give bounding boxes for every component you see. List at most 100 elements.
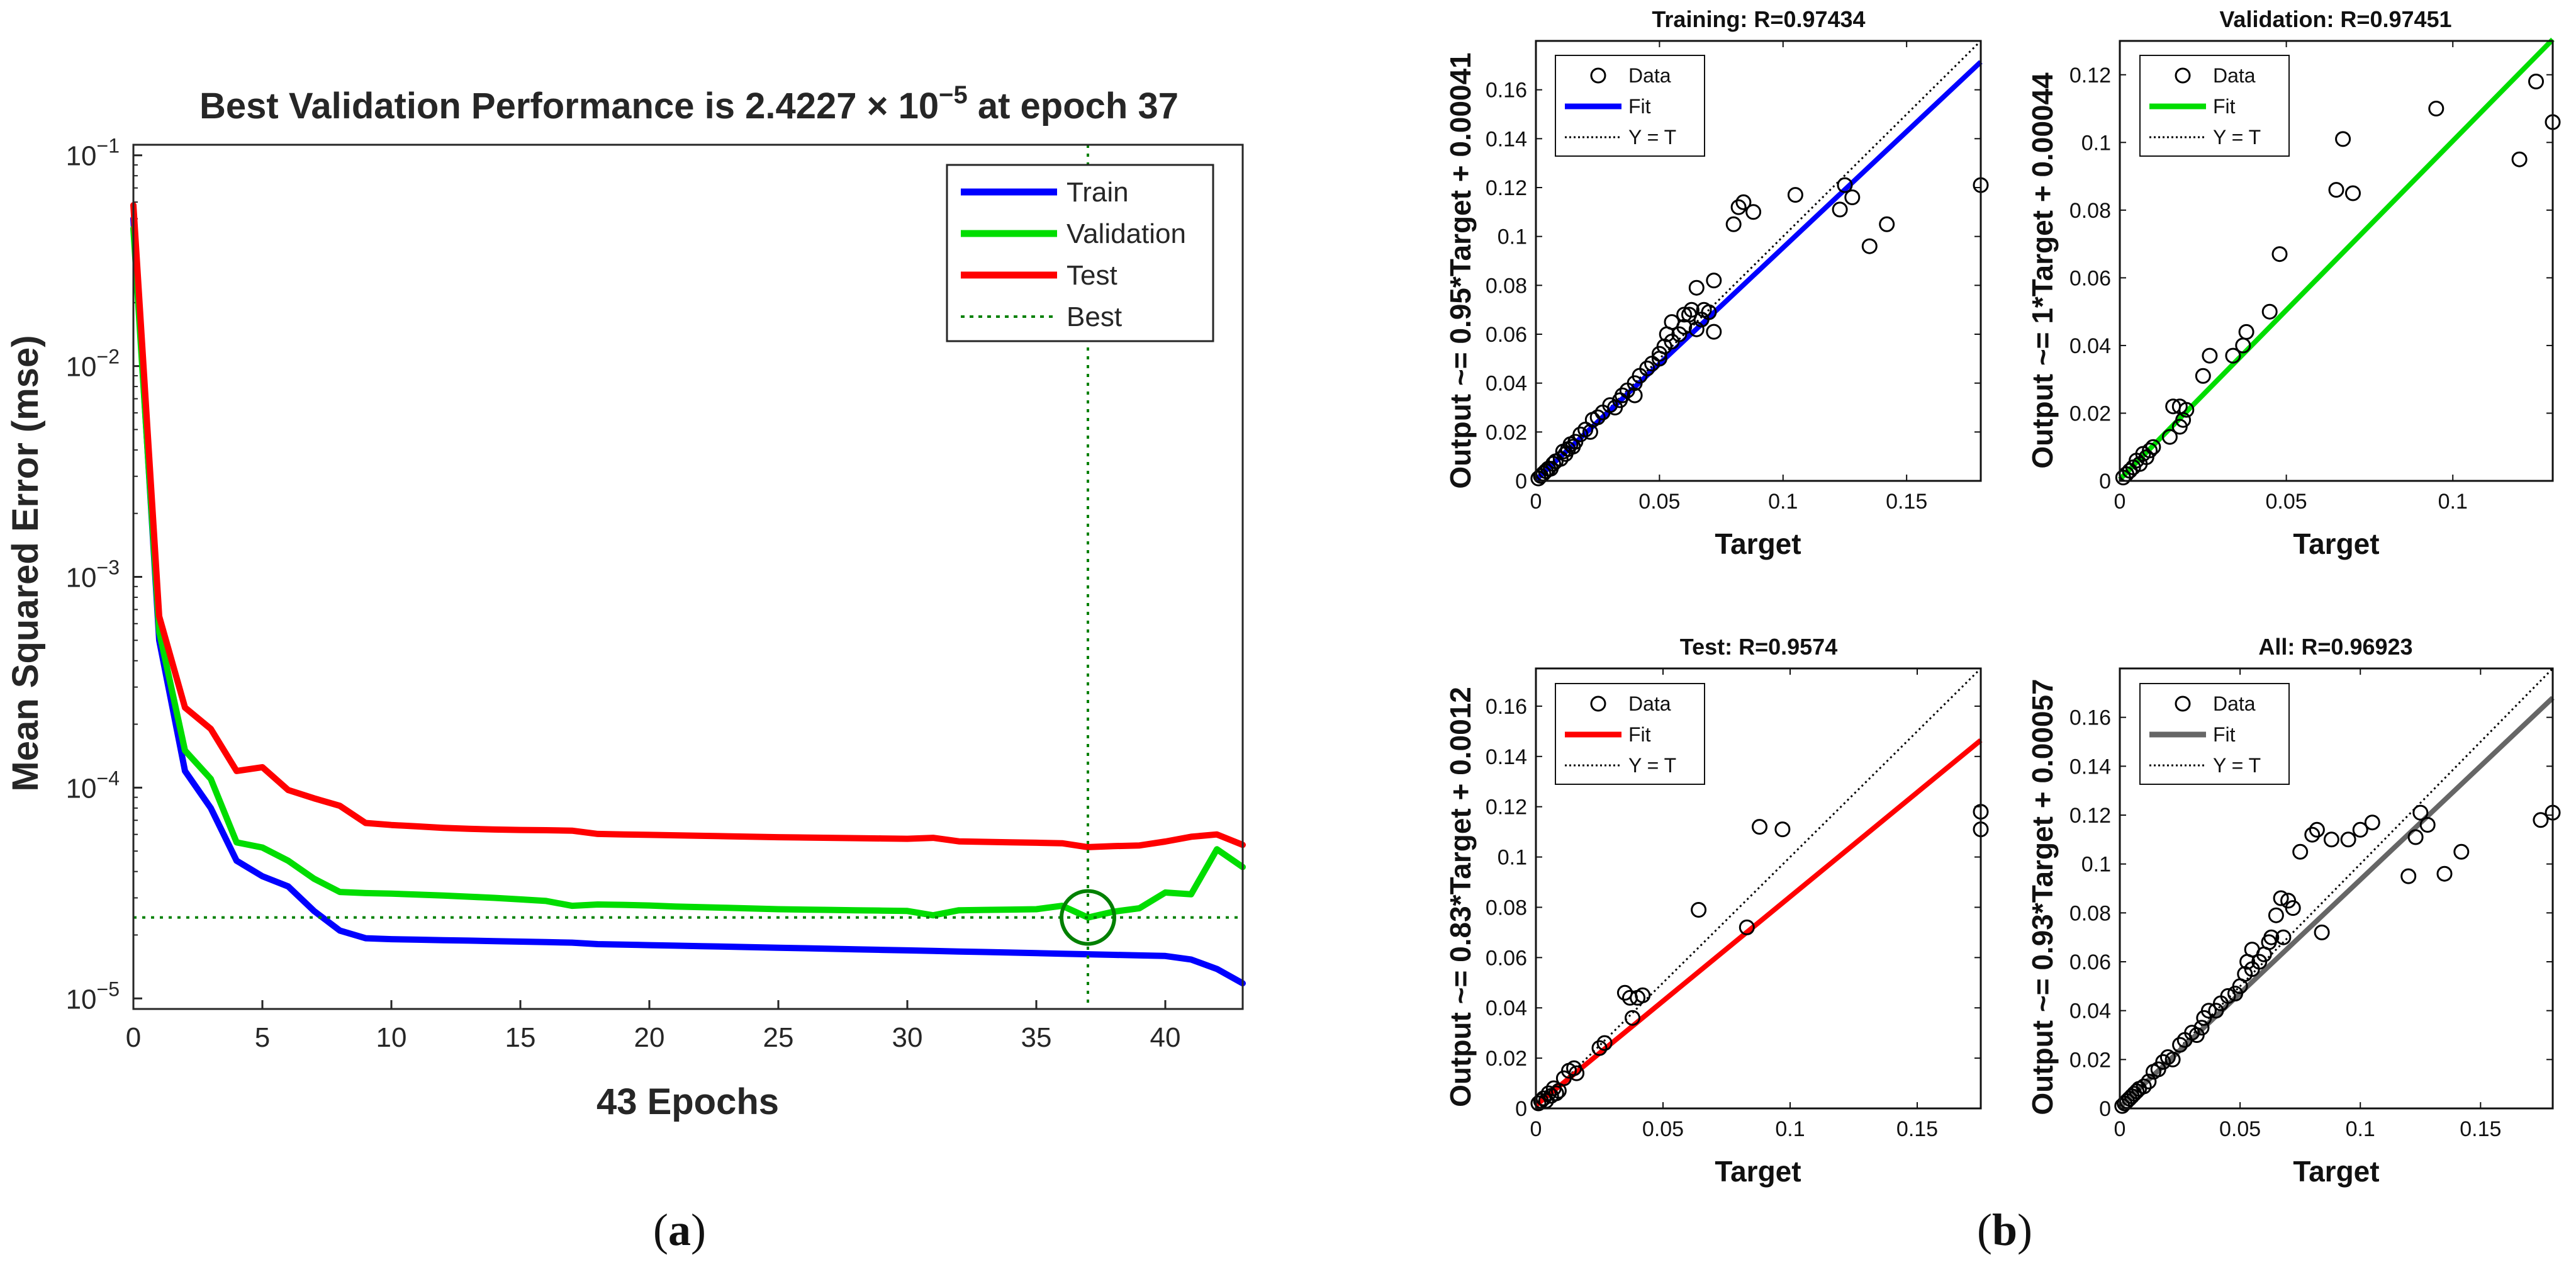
- validation-title: Validation: R=0.97451: [2219, 6, 2451, 32]
- y-tick-label: 10−5: [66, 977, 120, 1015]
- best-point-marker: [1060, 889, 1116, 946]
- test-axes-frame: [1535, 667, 1982, 1110]
- data-point: [1706, 324, 1722, 340]
- x-tick-label: 0.1: [2346, 1117, 2375, 1141]
- y-tick-label: 0.14: [1486, 745, 1527, 769]
- y-tick-label: 10−1: [66, 135, 120, 172]
- x-tick-label: 0.1: [1775, 1117, 1805, 1141]
- legend-test-label: Test: [1067, 260, 1117, 291]
- data-point: [1706, 273, 1722, 289]
- data-point: [2309, 821, 2325, 838]
- data-point: [1832, 201, 1848, 218]
- x-tick-label: 0.05: [1642, 1117, 1684, 1141]
- x-tick-label: 0.15: [1896, 1117, 1938, 1141]
- y-tick-label: 10−3: [66, 556, 120, 594]
- data-point: [1591, 1040, 1608, 1056]
- data-point: [2453, 843, 2470, 860]
- all-legend: Data Fit Y = T: [2139, 683, 2290, 785]
- legend-data-label: Data: [2213, 64, 2256, 87]
- data-point: [2155, 1054, 2171, 1070]
- training-legend: Data Fit Y = T: [1555, 55, 1705, 157]
- x-tick-label: 15: [505, 1022, 536, 1053]
- y-tick-label: 0: [1515, 470, 1527, 493]
- legend-data-label: Data: [1628, 692, 1671, 715]
- y-tick-label: 0.08: [1486, 274, 1527, 298]
- data-point: [2136, 1078, 2152, 1095]
- y-tick-label: 0.02: [2069, 402, 2111, 425]
- legend-fit-label: Fit: [1628, 723, 1651, 746]
- data-point: [1596, 1035, 1613, 1051]
- data-point: [2364, 814, 2380, 831]
- panel-label-b: (b): [1977, 1205, 2032, 1255]
- test-legend: Data Fit Y = T: [1555, 683, 1705, 785]
- legend-train-label: Train: [1067, 177, 1129, 208]
- y-tick-label: 0.08: [2069, 199, 2111, 223]
- x-tick-label: 0: [1530, 1117, 1542, 1141]
- data-point: [2271, 246, 2288, 262]
- data-point: [1725, 216, 1742, 232]
- performance-ylabel: Mean Squared Error (mse): [5, 335, 46, 791]
- data-point: [1752, 819, 1767, 835]
- x-tick-label: 0.1: [2438, 490, 2468, 514]
- data-point: [1730, 199, 1747, 215]
- series-line-test: [130, 202, 1246, 850]
- data-point: [2202, 347, 2218, 364]
- y-tick-label: 0.04: [1486, 996, 1527, 1020]
- y-tick-label: 0.14: [1486, 127, 1527, 151]
- x-tick-label: 0.15: [2460, 1117, 2501, 1141]
- data-point: [1625, 1010, 1640, 1026]
- y-tick-label: 0.02: [1486, 420, 1527, 444]
- data-point: [2428, 101, 2444, 116]
- data-point: [1701, 304, 1717, 320]
- data-point: [2335, 131, 2351, 147]
- legend-yt-label: Y = T: [2213, 126, 2261, 149]
- test-title: Test: R=0.9574: [1680, 634, 1837, 660]
- x-tick-label: 0.15: [1886, 490, 1927, 514]
- data-point: [2172, 1037, 2188, 1053]
- data-point: [2292, 843, 2309, 860]
- data-point: [2352, 821, 2368, 838]
- series-line-train: [130, 215, 1246, 987]
- all-axes-frame: [2119, 667, 2554, 1110]
- y-tick-label: 0.06: [2069, 950, 2111, 974]
- y-tick-label: 0.02: [1486, 1047, 1527, 1071]
- data-point: [2412, 804, 2429, 821]
- data-point: [1589, 409, 1606, 425]
- data-point: [2345, 185, 2361, 201]
- validation-ylabel: Output ~= 1*Target + 0.00044: [2026, 72, 2059, 469]
- data-point: [2419, 817, 2436, 833]
- y-tick-label: 10−2: [66, 346, 120, 383]
- y-tick-label: 0.06: [1486, 946, 1527, 970]
- data-point: [2161, 429, 2178, 445]
- x-tick-label: 5: [255, 1022, 270, 1053]
- y-tick-label: 0.1: [2081, 853, 2111, 877]
- training-ylabel: Output ~= 0.95*Target + 0.00041: [1444, 52, 1477, 488]
- data-point: [1879, 216, 1895, 232]
- data-point: [1627, 387, 1643, 403]
- training-xlabel: Target: [1715, 527, 1801, 560]
- legend-best-label: Best: [1067, 301, 1122, 332]
- y-tick-label: 10−4: [66, 767, 120, 804]
- performance-axes-frame: [132, 144, 1244, 1010]
- series-line-validation: [130, 225, 1246, 921]
- data-point: [2533, 812, 2549, 828]
- data-point: [1688, 321, 1705, 337]
- data-point: [1787, 187, 1803, 203]
- data-point: [1861, 238, 1878, 254]
- legend-yt-label: Y = T: [1628, 754, 1676, 777]
- performance-chart: Best Validation Performance is 2.4227 × …: [5, 81, 1246, 1255]
- performance-legend: Train Validation Test Best: [946, 164, 1214, 342]
- data-point: [2263, 929, 2280, 945]
- data-point: [2314, 924, 2330, 940]
- validation-xlabel: Target: [2293, 527, 2379, 560]
- data-point: [2275, 929, 2292, 945]
- y-tick-label: 0.08: [2069, 901, 2111, 925]
- test-xlabel: Target: [1715, 1155, 1801, 1188]
- data-point: [1572, 426, 1589, 442]
- y-tick-label: 0.12: [2069, 64, 2111, 87]
- test-ylabel: Output ~= 0.83*Target + 0.0012: [1444, 687, 1477, 1107]
- data-point: [2273, 890, 2289, 906]
- y-tick-label: 0.06: [1486, 323, 1527, 347]
- data-point: [1774, 821, 1791, 838]
